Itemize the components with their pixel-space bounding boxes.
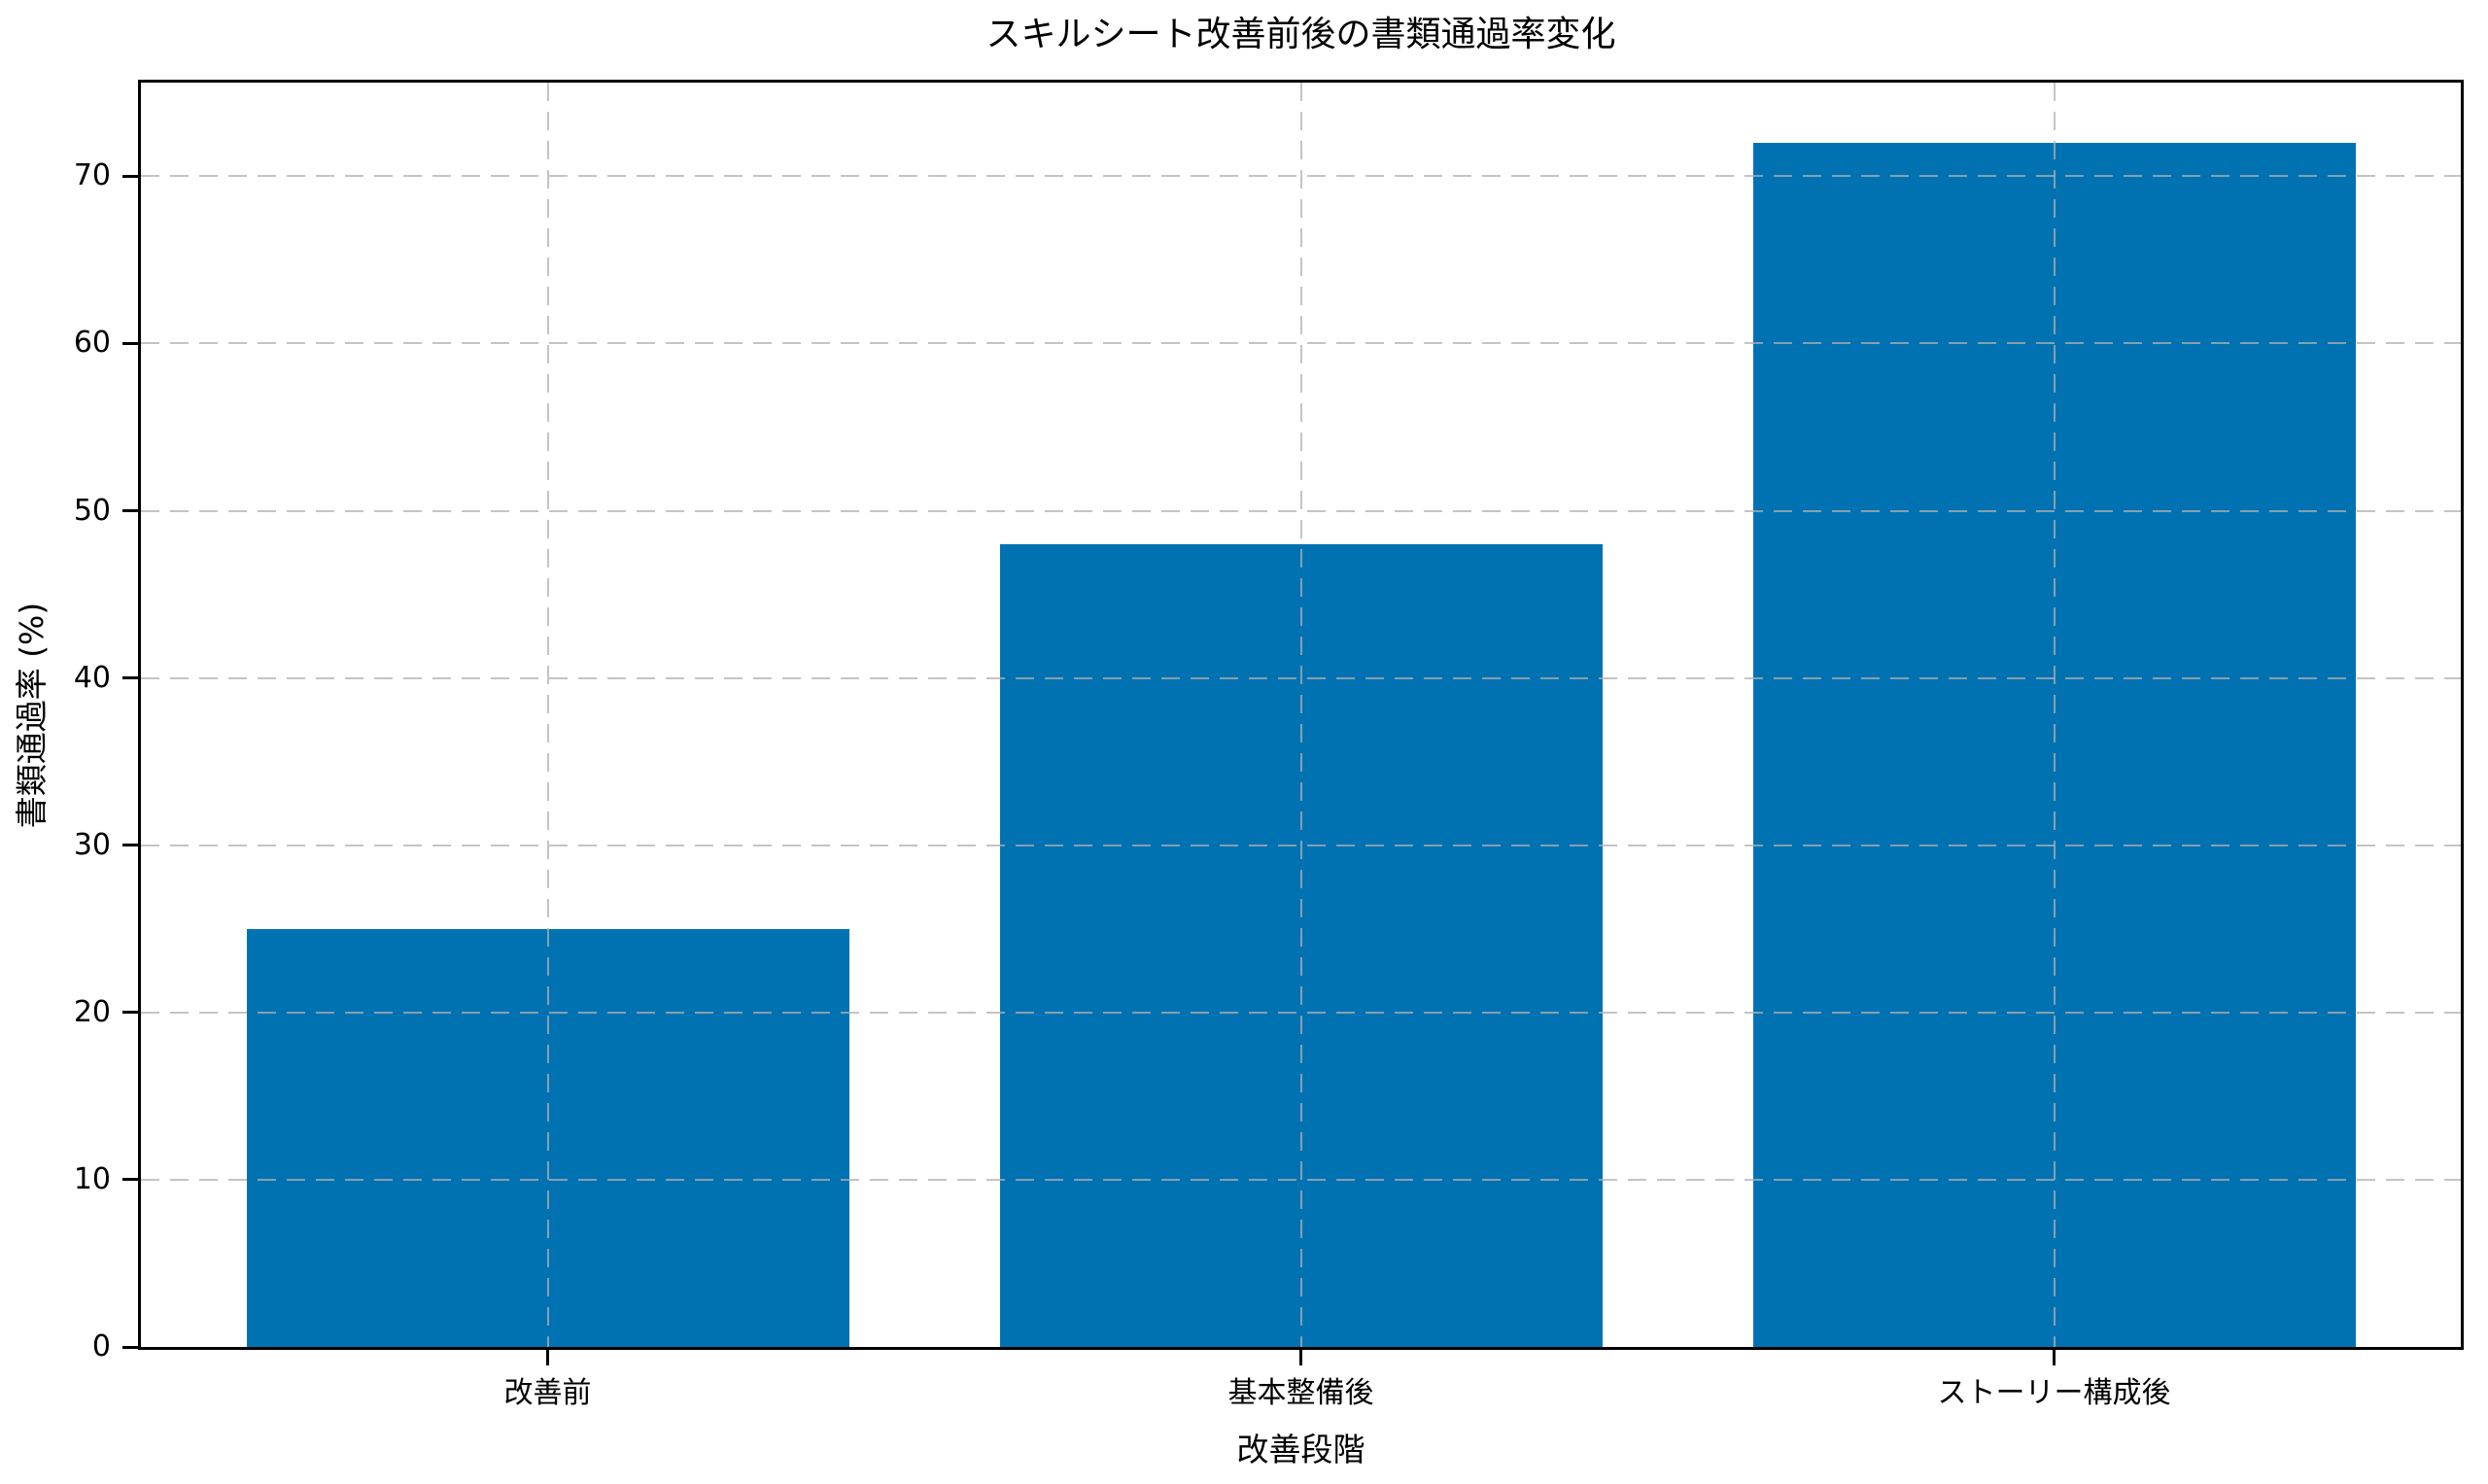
y-tick-mark-0 (122, 1345, 138, 1349)
x-tick-mark-基本整備後 (1299, 1350, 1302, 1365)
x-axis-label: 改善段階 (1236, 1431, 1365, 1468)
plot-area (138, 80, 2464, 1350)
gridline-x-基本整備後 (1299, 83, 1302, 1347)
gridline-x-ストーリー構成後 (2053, 83, 2056, 1347)
x-tick-label-改善前: 改善前 (503, 1376, 592, 1410)
x-tick-mark-改善前 (546, 1350, 549, 1365)
y-tick-label-70: 70 (73, 158, 111, 193)
y-tick-label-40: 40 (73, 660, 111, 695)
grid-layer (141, 83, 2461, 1347)
x-tick-label-基本整備後: 基本整備後 (1227, 1376, 1374, 1410)
y-axis-label: 書類通過率 (%) (13, 602, 51, 828)
y-tick-label-0: 0 (91, 1329, 111, 1363)
y-tick-mark-10 (122, 1178, 138, 1182)
y-tick-label-20: 20 (73, 994, 111, 1029)
x-tick-mark-ストーリー構成後 (2053, 1350, 2056, 1365)
x-tick-label-ストーリー構成後: ストーリー構成後 (1937, 1376, 2171, 1410)
chart-title: スキルシート改善前後の書類通過率変化 (985, 15, 1616, 54)
y-tick-mark-50 (122, 509, 138, 513)
y-tick-label-50: 50 (73, 493, 111, 528)
y-tick-label-30: 30 (73, 827, 111, 862)
y-tick-mark-70 (122, 174, 138, 178)
y-tick-mark-40 (122, 676, 138, 680)
y-tick-mark-30 (122, 844, 138, 847)
y-tick-label-10: 10 (73, 1161, 111, 1196)
y-tick-mark-20 (122, 1011, 138, 1015)
y-tick-label-60: 60 (73, 326, 111, 361)
gridline-x-改善前 (546, 83, 549, 1347)
y-tick-mark-60 (122, 341, 138, 345)
